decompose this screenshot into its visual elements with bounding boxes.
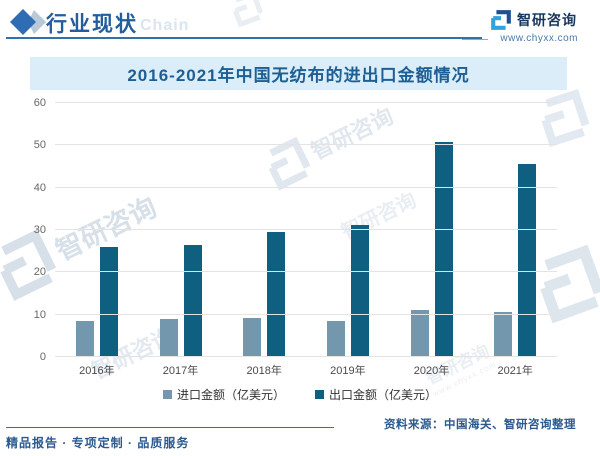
watermark — [534, 88, 594, 148]
watermark: 智研咨询 — [260, 94, 401, 191]
legend-label: 进口金额（亿美元） — [176, 388, 285, 402]
legend: 进口金额（亿美元） 出口金额（亿美元） — [0, 386, 600, 403]
watermark-logo-icon — [0, 229, 57, 301]
brand-logo: 智研咨询 — [490, 9, 577, 31]
bar — [434, 142, 453, 357]
legend-item: 出口金额（亿美元） — [315, 386, 437, 403]
gridline — [55, 356, 557, 357]
page-title: 行业现状 — [46, 13, 138, 36]
plot-area — [55, 102, 557, 357]
gridline — [55, 271, 557, 273]
bar-group — [222, 103, 306, 357]
url-dash — [462, 39, 488, 40]
bar — [518, 164, 537, 357]
x-tick-label: 2017年 — [162, 365, 199, 377]
watermark-logo-icon — [233, 0, 263, 28]
y-tick-label: 60 — [33, 97, 46, 109]
bar — [326, 321, 345, 357]
y-axis: 0 10 20 30 40 50 60 — [0, 97, 46, 363]
bar — [243, 318, 262, 357]
brand-url: www.chyxx.com — [500, 33, 578, 44]
source-text: 资料来源：中国海关、智研咨询整理 — [384, 419, 576, 431]
gridline — [55, 144, 557, 146]
y-tick-label: 0 — [39, 351, 46, 363]
bar — [183, 245, 202, 357]
x-tick-label: 2021年 — [497, 365, 533, 377]
bar-group — [473, 103, 557, 357]
header: 行业现状 Chain 智研咨询 www.chyxx.com — [0, 0, 600, 50]
bar-group — [390, 103, 474, 357]
bar — [410, 310, 429, 357]
brand-logo-icon — [491, 10, 511, 30]
bar-group — [306, 103, 390, 357]
watermark-logo-icon — [540, 244, 600, 324]
bar — [75, 321, 94, 357]
gridline — [55, 229, 557, 230]
bar-group — [55, 103, 139, 357]
diamond-icon — [10, 8, 48, 41]
x-tick-label: 2018年 — [246, 365, 282, 377]
bar — [350, 225, 369, 357]
y-tick-label: 20 — [33, 266, 46, 279]
bar — [267, 232, 286, 357]
watermark — [228, 0, 266, 28]
legend-item: 进口金额（亿美元） — [162, 386, 285, 403]
x-tick-label: 2020年 — [413, 365, 450, 377]
bar — [159, 318, 178, 357]
legend-swatch — [315, 390, 324, 399]
chain-watermark: Chain — [140, 17, 190, 34]
watermark: 智研咨询 — [0, 178, 166, 303]
y-tick-label: 50 — [33, 139, 46, 152]
gridline — [55, 102, 557, 103]
y-tick-label: 40 — [33, 181, 46, 194]
legend-swatch — [162, 390, 172, 399]
gridline — [55, 186, 557, 188]
bar — [99, 247, 118, 357]
x-axis: 2016年 2017年 2018年 2019年 2020年 2021年 — [55, 362, 557, 378]
gridline — [55, 313, 557, 315]
bar-groups — [55, 103, 557, 357]
y-tick-label: 10 — [33, 308, 46, 321]
tagline: 精品报告 · 专项定制 · 品质服务 — [6, 436, 190, 450]
bar — [494, 311, 513, 357]
legend-label: 出口金额（亿美元） — [329, 388, 438, 402]
x-tick-label: 2019年 — [330, 365, 366, 377]
header-rule — [6, 37, 482, 39]
watermark-logo-icon — [268, 136, 311, 191]
chart-title-banner: 2016-2021年中国无纺布的进出口金额情况 — [30, 57, 567, 90]
y-tick-label: 30 — [33, 224, 46, 236]
watermark-logo-icon — [541, 88, 590, 148]
chart-title: 2016-2021年中国无纺布的进出口金额情况 — [127, 66, 470, 85]
brand-name: 智研咨询 — [517, 12, 577, 28]
watermark — [529, 243, 600, 325]
x-tick-label: 2016年 — [79, 365, 115, 377]
bar-group — [139, 103, 223, 357]
footer-rule — [6, 427, 334, 428]
